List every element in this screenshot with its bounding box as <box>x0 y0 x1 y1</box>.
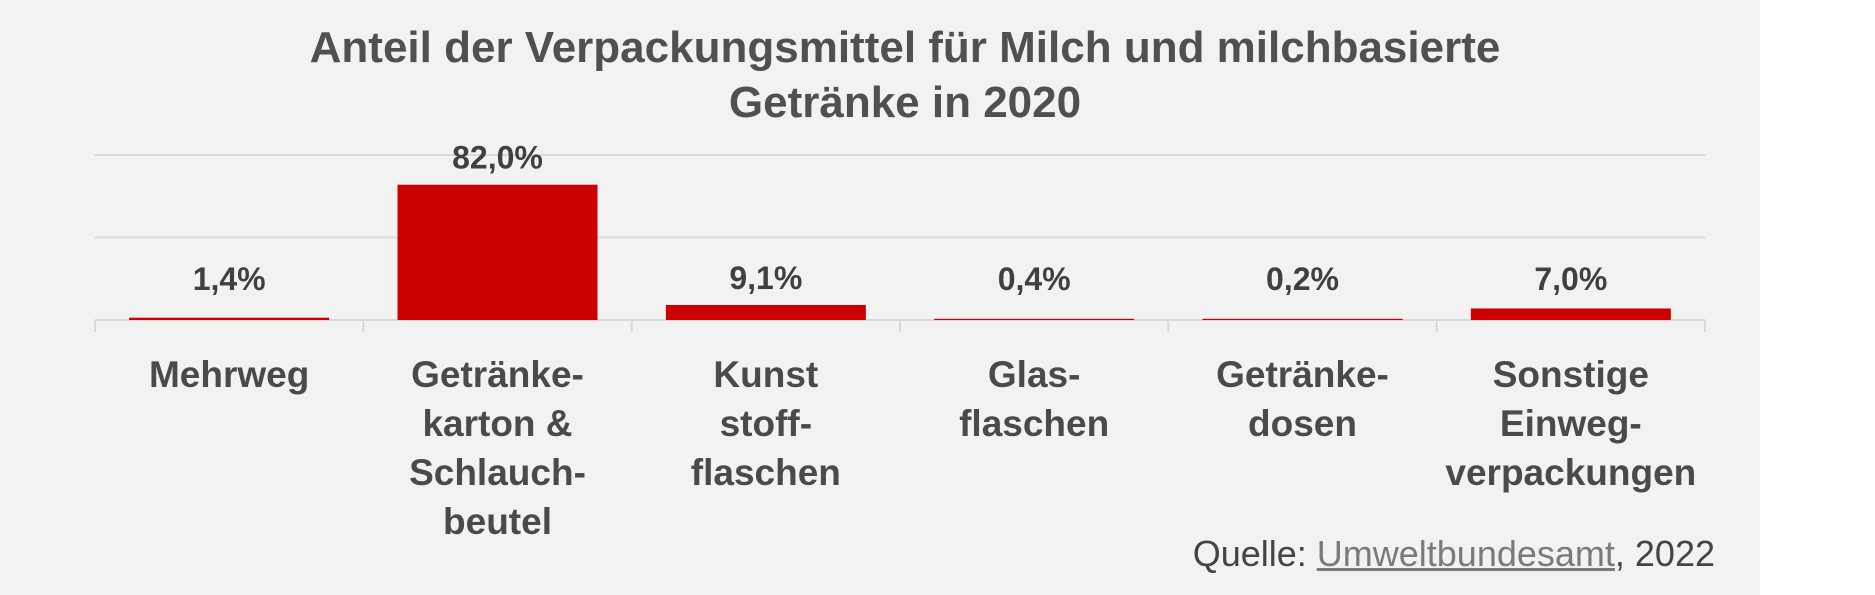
source-link[interactable]: Umweltbundesamt <box>1316 533 1615 574</box>
category-label-3-line-1: Kunst <box>713 354 818 395</box>
category-label-4-line-2: flaschen <box>959 403 1109 444</box>
bar-5 <box>1202 318 1403 320</box>
bar-6 <box>1470 308 1671 320</box>
category-label-5-line-2: dosen <box>1248 403 1357 444</box>
bar-3 <box>665 304 866 320</box>
bar-1 <box>129 317 330 320</box>
data-label-2: 82,0% <box>452 140 543 176</box>
chart-title-line-2: Getränke in 2020 <box>729 78 1081 127</box>
category-label-6-line-3: verpackungen <box>1445 452 1696 493</box>
data-label-4: 0,4% <box>998 261 1071 297</box>
bar-4 <box>934 318 1135 320</box>
category-label-4-line-1: Glas- <box>988 354 1081 395</box>
data-label-6: 7,0% <box>1534 261 1607 297</box>
category-label-3-line-2: stoff- <box>720 403 812 444</box>
plot-area: 1,4% Mehrweg 82,0% Getränke-karton & Schlauc… <box>94 140 1706 542</box>
source-suffix: , 2022 <box>1614 533 1715 574</box>
category-label-2-line-4: beutel <box>443 501 552 542</box>
data-label-5: 0,2% <box>1266 261 1339 297</box>
category-label-6-line-2: Einweg- <box>1500 403 1642 444</box>
category-label-5-line-1: Getränke- <box>1216 354 1389 395</box>
category-label-2-line-3: Schlauch- <box>409 452 586 493</box>
category-label-2-line-2: karton & <box>422 403 572 444</box>
category-label-3-line-3: flaschen <box>691 452 841 493</box>
bar-2 <box>397 184 598 320</box>
source-prefix: Quelle: <box>1192 533 1317 574</box>
category-label-1-line-1: Mehrweg <box>149 354 309 395</box>
chart-panel <box>0 0 1760 595</box>
source-note: Quelle: Umweltbundesamt, 2022 <box>1193 533 1715 575</box>
data-label-1: 1,4% <box>193 261 266 297</box>
data-label-3: 9,1% <box>729 260 802 296</box>
category-label-2-line-1: Getränke- <box>411 354 584 395</box>
chart-title-line-1: Anteil der Verpackungsmittel für Milch u… <box>310 23 1501 72</box>
category-label-6-line-1: Sonstige <box>1493 354 1649 395</box>
